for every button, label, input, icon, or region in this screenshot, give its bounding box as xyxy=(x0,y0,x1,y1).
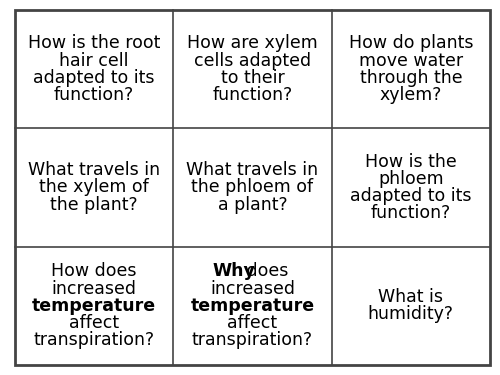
Text: temperature: temperature xyxy=(32,297,156,315)
Text: function?: function? xyxy=(212,86,292,104)
Text: cells adapted: cells adapted xyxy=(194,51,311,69)
Text: temperature: temperature xyxy=(190,297,314,315)
Text: increased: increased xyxy=(52,280,136,298)
Text: through the: through the xyxy=(360,69,462,87)
Text: How is the: How is the xyxy=(365,153,456,171)
Text: humidity?: humidity? xyxy=(368,306,454,324)
Text: affect: affect xyxy=(228,314,278,332)
Text: Why: Why xyxy=(212,262,255,280)
Text: move water: move water xyxy=(359,51,463,69)
Text: affect: affect xyxy=(69,314,119,332)
Text: What travels in: What travels in xyxy=(28,161,160,179)
Text: phloem: phloem xyxy=(378,170,444,188)
Text: How does: How does xyxy=(52,262,137,280)
Text: a plant?: a plant? xyxy=(218,196,288,214)
Text: does: does xyxy=(241,262,288,280)
Text: adapted to its: adapted to its xyxy=(350,187,472,205)
Text: hair cell: hair cell xyxy=(60,51,129,69)
Text: transpiration?: transpiration? xyxy=(192,332,313,350)
Text: increased: increased xyxy=(210,280,295,298)
Text: the phloem of: the phloem of xyxy=(192,178,314,196)
Text: How is the root: How is the root xyxy=(28,34,160,52)
Text: How are xylem: How are xylem xyxy=(187,34,318,52)
Text: What is: What is xyxy=(378,288,444,306)
Text: adapted to its: adapted to its xyxy=(34,69,155,87)
Text: function?: function? xyxy=(370,204,451,222)
Text: What travels in: What travels in xyxy=(186,161,318,179)
Text: How do plants: How do plants xyxy=(348,34,473,52)
Text: the xylem of: the xylem of xyxy=(40,178,149,196)
Text: the plant?: the plant? xyxy=(50,196,138,214)
Text: transpiration?: transpiration? xyxy=(34,332,154,350)
Text: to their: to their xyxy=(220,69,284,87)
Text: function?: function? xyxy=(54,86,134,104)
Text: xylem?: xylem? xyxy=(380,86,442,104)
